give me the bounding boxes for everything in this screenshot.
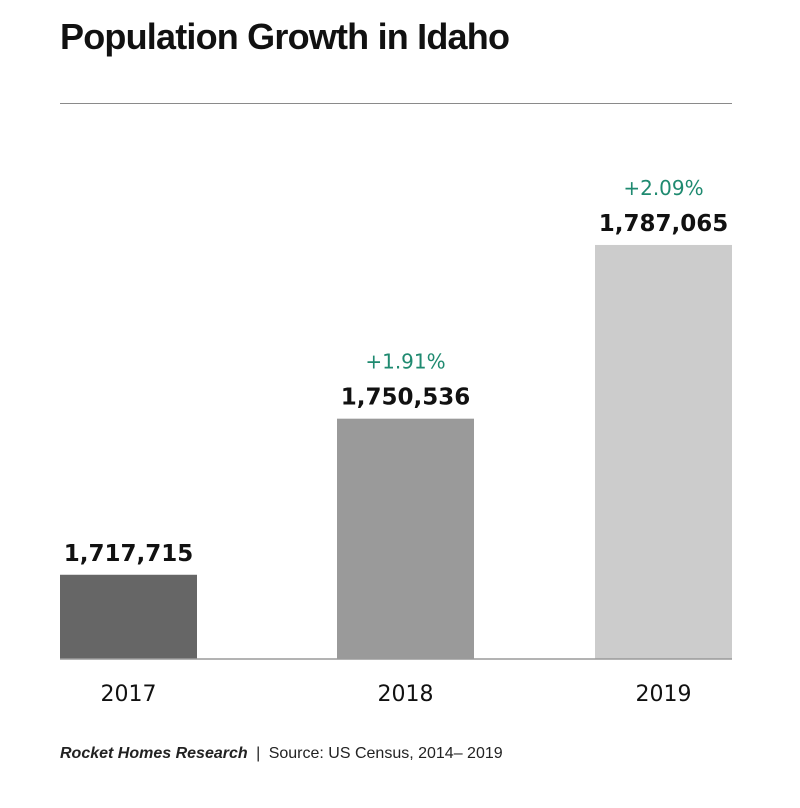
value-label-2017: 1,717,715 <box>64 541 194 567</box>
source-brand: Rocket Homes Research <box>60 745 248 762</box>
source-text: Source: US Census, 2014– 2019 <box>268 745 503 762</box>
labels-group: 1,717,715 2017 1,750,536 +1.91% 2018 1,787,06… <box>64 176 729 707</box>
value-label-2018: 1,750,536 <box>341 385 471 411</box>
x-tick-label-2019: 2019 <box>636 682 692 707</box>
value-label-2019: 1,787,065 <box>599 211 729 237</box>
bar-2017 <box>60 574 197 659</box>
growth-label-2018: +1.91% <box>365 350 445 374</box>
bar-2019 <box>595 244 732 659</box>
source-separator: | <box>256 745 261 762</box>
x-tick-label-2018: 2018 <box>378 682 434 707</box>
title-divider <box>60 103 732 104</box>
source-note: Rocket Homes Research | Source: US Censu… <box>60 745 503 763</box>
x-tick-label-2017: 2017 <box>101 682 157 707</box>
growth-label-2019: +2.09% <box>623 176 703 200</box>
bars-group <box>60 244 732 659</box>
chart-title: Population Growth in Idaho <box>60 16 510 57</box>
bar-2018 <box>337 418 474 659</box>
